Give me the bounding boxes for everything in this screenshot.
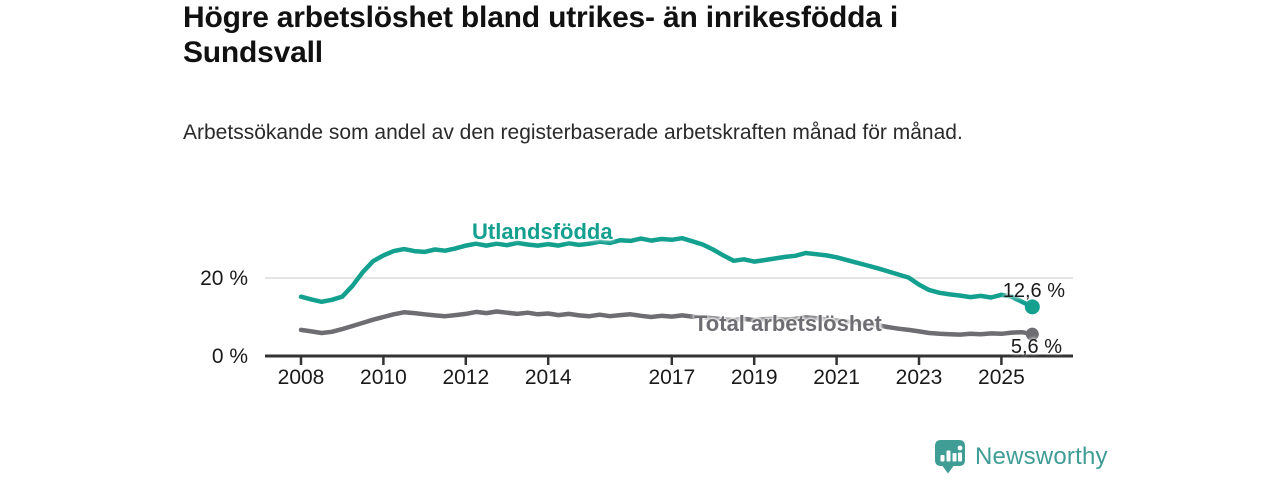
x-tick-label: 2014 (525, 366, 572, 389)
series-label-utlandsfodda: Utlandsfödda (472, 219, 613, 244)
line-total (298, 309, 1035, 337)
x-tick-label: 2023 (896, 366, 943, 389)
newsworthy-branding: Newsworthy (935, 440, 1108, 474)
x-tick-label: 2008 (278, 366, 325, 389)
y-tick-label: 20 % (200, 267, 248, 290)
x-tick-label: 2017 (648, 366, 695, 389)
chart-subtitle: Arbetssökande som andel av den registerb… (183, 121, 963, 144)
series-label-total-arbetsloshet: Total arbetslöshet (694, 311, 882, 336)
end-dot (1024, 299, 1040, 315)
end-value-label-utlandsfodda: 12,6 % (1002, 280, 1065, 302)
newsworthy-logo-icon (935, 440, 965, 474)
y-tick-label: 0 % (212, 345, 248, 368)
x-tick-label: 2021 (813, 366, 860, 389)
x-tick-label: 2019 (731, 366, 778, 389)
x-tick-label: 2012 (442, 366, 489, 389)
line-utlandsfodda (298, 235, 1035, 310)
x-tick-label: 2010 (360, 366, 407, 389)
end-value-label-total: 5,6 % (1010, 336, 1062, 358)
brand-name: Newsworthy (975, 443, 1108, 470)
x-tick-label: 2025 (978, 366, 1025, 389)
page-title: Högre arbetslöshet bland utrikes- än inr… (183, 1, 898, 69)
end-dot (1025, 327, 1039, 341)
